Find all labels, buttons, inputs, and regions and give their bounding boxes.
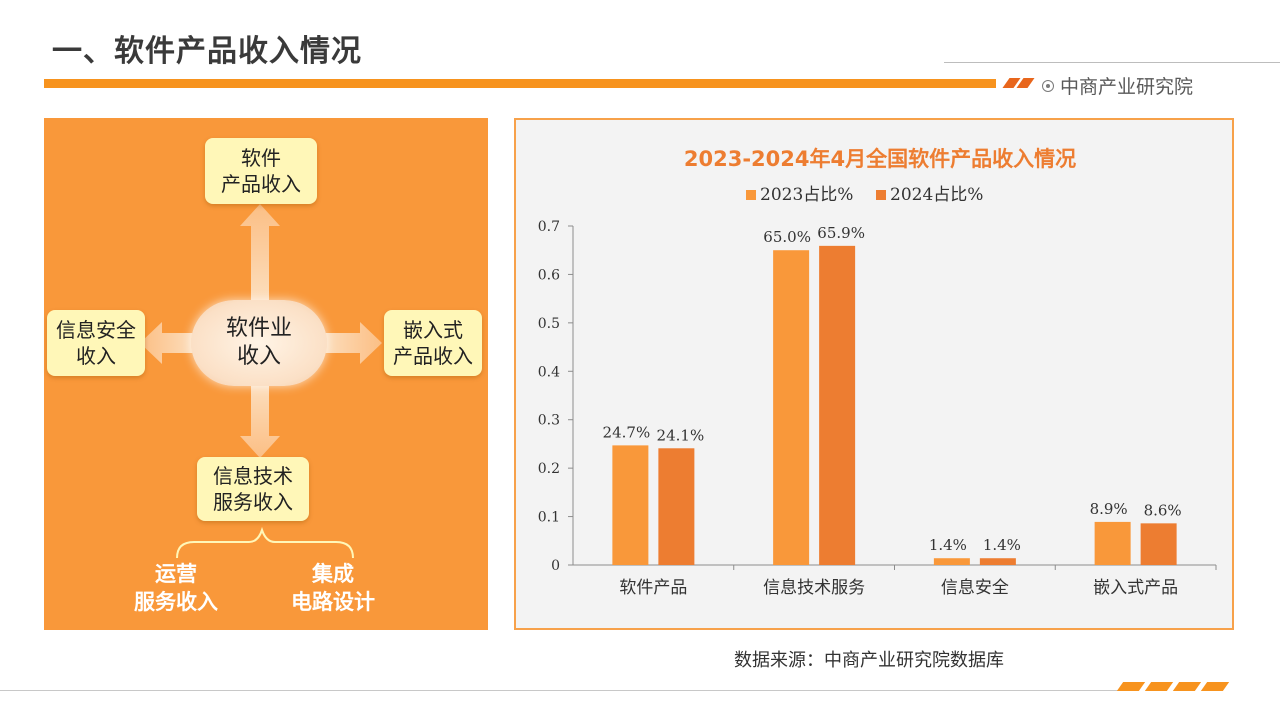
node-label: 产品收入	[221, 172, 301, 196]
data-label: 24.1%	[657, 426, 705, 444]
brand-name: 中商产业研究院	[1060, 76, 1194, 98]
node-label: 信息安全	[56, 318, 136, 342]
page-title: 一、软件产品收入情况	[52, 34, 362, 69]
sub-ic-design: 集成 电路设计	[283, 560, 383, 616]
node-software-industry: 软件业 收入	[191, 300, 327, 386]
sub-label: 电路设计	[291, 590, 375, 614]
header-accent-bar	[44, 79, 996, 88]
y-tick-label: 0.3	[538, 413, 560, 429]
bar-chart: 2023-2024年4月全国软件产品收入情况 2023占比% 2024占比% 0 0.1…	[538, 147, 1217, 598]
sub-label: 服务收入	[134, 590, 218, 614]
y-tick-label: 0	[551, 558, 560, 574]
node-software-products: 软件 产品收入	[205, 138, 317, 204]
sub-operation-services: 运营 服务收入	[126, 560, 226, 616]
bar	[658, 448, 695, 565]
x-tick-label: 嵌入式产品	[1093, 578, 1178, 598]
node-label: 软件业	[225, 316, 292, 341]
x-tick-label: 软件产品	[619, 578, 687, 598]
y-tick-label: 0.1	[538, 510, 560, 526]
legend-label: 2024占比%	[890, 185, 983, 205]
bar	[1094, 521, 1131, 565]
data-label: 65.0%	[763, 228, 811, 246]
arrow-left-icon	[140, 322, 194, 364]
target-icon	[1042, 79, 1054, 92]
node-label: 信息技术	[213, 464, 293, 488]
data-label: 1.4%	[983, 536, 1021, 554]
node-info-security: 信息安全 收入	[47, 310, 145, 376]
data-source: 数据来源：中商产业研究院数据库	[734, 650, 1004, 671]
y-tick-label: 0.2	[538, 461, 560, 477]
node-label: 软件	[241, 146, 281, 170]
brand-logo: 中商产业研究院	[1042, 72, 1193, 99]
data-label: 24.7%	[603, 423, 651, 441]
arrow-down-icon	[240, 386, 280, 458]
bar	[1140, 523, 1177, 565]
data-label: 8.9%	[1090, 500, 1128, 518]
footer-divider	[0, 690, 1130, 691]
chart-title: 2023-2024年4月全国软件产品收入情况	[684, 147, 1076, 171]
y-tick-label: 0.4	[538, 364, 560, 380]
y-tick-label: 0.6	[538, 267, 560, 283]
y-tick-label: 0.7	[538, 219, 560, 235]
footer-stripe	[1172, 682, 1202, 691]
header-divider	[944, 62, 1280, 63]
node-it-services: 信息技术 服务收入	[197, 457, 309, 521]
x-tick-label: 信息安全	[941, 578, 1009, 598]
footer-stripe	[1144, 682, 1174, 691]
bar	[773, 250, 810, 565]
node-label: 产品收入	[393, 344, 473, 368]
node-label: 收入	[76, 344, 116, 368]
node-label: 服务收入	[213, 490, 293, 514]
bar	[979, 558, 1016, 565]
chart-panel: 2023-2024年4月全国软件产品收入情况 2023占比% 2024占比% 0 0.1…	[514, 118, 1234, 630]
x-tick-label: 信息技术服务	[763, 578, 865, 598]
bracket-icon	[176, 526, 354, 559]
arrow-right-icon	[324, 322, 382, 364]
sub-label: 运营	[155, 562, 197, 586]
data-label: 1.4%	[929, 536, 967, 554]
node-embedded-products: 嵌入式 产品收入	[384, 310, 482, 376]
legend-swatch	[746, 190, 756, 200]
data-label: 8.6%	[1144, 501, 1182, 519]
sub-label: 集成	[312, 562, 354, 586]
data-label: 65.9%	[817, 224, 865, 242]
footer-stripe	[1116, 682, 1146, 691]
bar	[819, 245, 856, 565]
legend-swatch	[876, 190, 886, 200]
bar	[612, 445, 649, 565]
footer-stripe	[1200, 682, 1230, 691]
legend-label: 2023占比%	[760, 185, 853, 205]
node-label: 嵌入式	[403, 318, 463, 342]
arrow-up-icon	[240, 204, 280, 300]
bar	[933, 558, 970, 565]
revenue-structure-diagram: 软件 产品收入 信息安全 收入 嵌入式 产品收入 信息技术 服务收入 软件业 收…	[44, 118, 488, 630]
node-label: 收入	[236, 344, 281, 369]
y-tick-label: 0.5	[538, 316, 560, 332]
